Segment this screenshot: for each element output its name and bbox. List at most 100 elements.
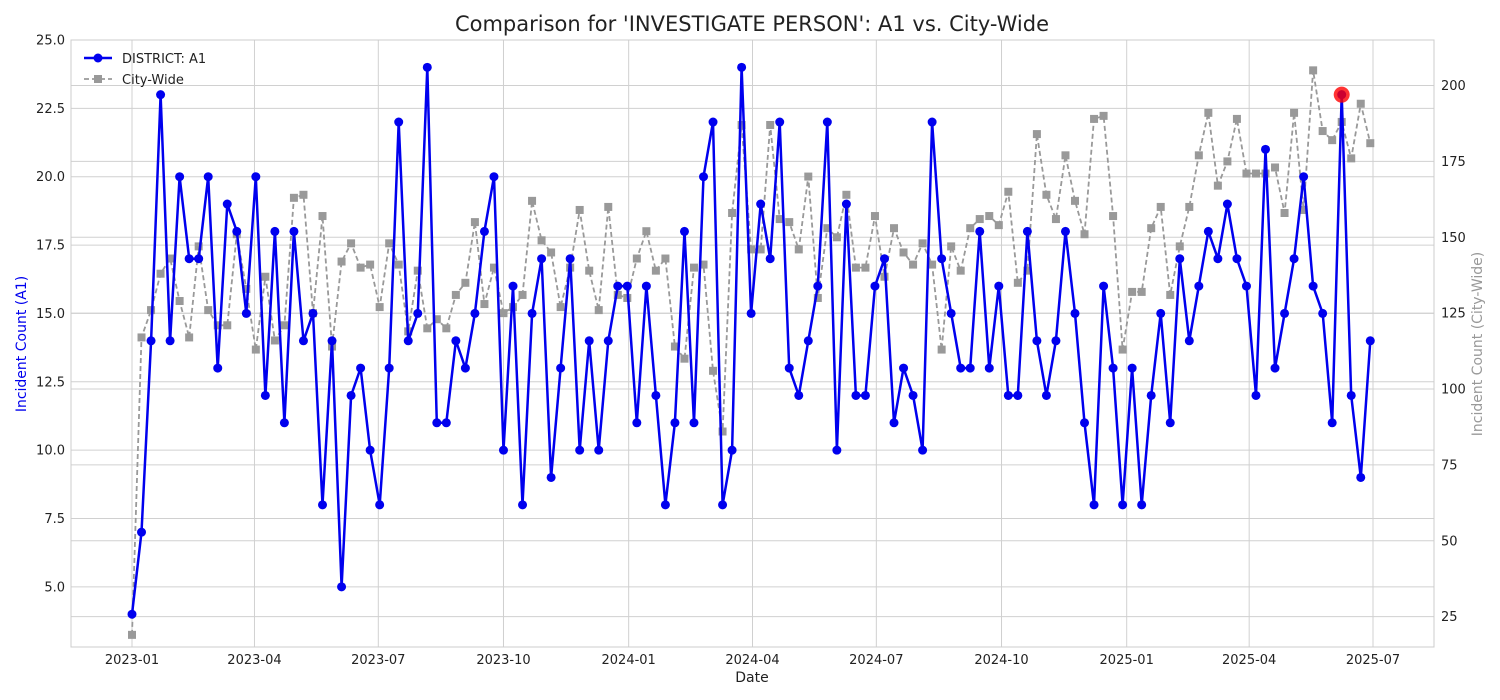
city-wide-point bbox=[766, 120, 775, 129]
x-tick-label: 2024-04 bbox=[725, 653, 779, 668]
district-a1-point bbox=[556, 363, 566, 373]
district-a1-point bbox=[1346, 390, 1356, 400]
left-y-tick-label: 7.5 bbox=[44, 512, 65, 527]
district-a1-point bbox=[1327, 418, 1337, 428]
district-a1-point bbox=[1308, 281, 1318, 291]
city-wide-point bbox=[813, 293, 822, 302]
x-tick-label: 2023-10 bbox=[476, 653, 530, 668]
district-a1-point bbox=[394, 117, 404, 127]
city-wide-point bbox=[718, 427, 727, 436]
city-wide-point bbox=[1280, 208, 1289, 217]
city-wide-point bbox=[347, 239, 356, 248]
district-a1-point bbox=[270, 226, 280, 236]
city-wide-point bbox=[1051, 215, 1060, 224]
x-tick-label: 2024-07 bbox=[849, 653, 903, 668]
district-a1-point bbox=[651, 390, 661, 400]
city-wide-point bbox=[1070, 196, 1079, 205]
city-wide-point bbox=[1128, 287, 1137, 296]
city-wide-point bbox=[128, 630, 136, 639]
city-wide-point bbox=[632, 254, 641, 263]
district-a1-point bbox=[375, 500, 385, 510]
district-a1-point bbox=[1146, 390, 1156, 400]
city-wide-point bbox=[299, 190, 308, 199]
district-a1-point bbox=[546, 472, 556, 482]
district-a1-point bbox=[537, 254, 547, 264]
district-a1-point bbox=[184, 254, 194, 264]
left-y-tick-label: 22.5 bbox=[36, 102, 65, 117]
district-a1-point bbox=[1022, 226, 1032, 236]
city-wide-point bbox=[318, 212, 327, 221]
city-wide-point bbox=[890, 224, 899, 233]
city-wide-point bbox=[804, 172, 813, 181]
district-a1-point bbox=[479, 226, 489, 236]
district-a1-point bbox=[575, 445, 585, 455]
district-a1-point bbox=[584, 336, 594, 346]
district-a1-point bbox=[1203, 226, 1213, 236]
right-y-tick-label: 125 bbox=[1441, 307, 1466, 322]
city-wide-point bbox=[1309, 66, 1318, 75]
city-wide-point bbox=[928, 260, 937, 269]
city-wide-point bbox=[547, 248, 556, 257]
district-a1-point bbox=[632, 418, 642, 428]
district-a1-point bbox=[984, 363, 994, 373]
district-a1-point bbox=[318, 500, 328, 510]
district-a1-point bbox=[384, 363, 394, 373]
x-tick-label: 2023-07 bbox=[351, 653, 405, 668]
district-a1-point bbox=[298, 336, 308, 346]
city-wide-point bbox=[918, 239, 927, 248]
city-wide-point bbox=[642, 227, 651, 236]
city-wide-point bbox=[575, 205, 584, 214]
x-axis-ticks: 2023-01 2023-04 2023-07 2023-10 2024-01 2024-… bbox=[105, 653, 1400, 668]
city-wide-point bbox=[1090, 114, 1099, 123]
left-y-tick-label: 20.0 bbox=[36, 170, 65, 185]
city-wide-point bbox=[1251, 169, 1260, 178]
left-y-tick-label: 12.5 bbox=[36, 375, 65, 390]
city-wide-point bbox=[1328, 136, 1337, 145]
district-a1-point bbox=[1099, 281, 1109, 291]
district-a1-point bbox=[403, 336, 413, 346]
city-wide-point bbox=[585, 266, 594, 275]
district-a1-point bbox=[1165, 418, 1175, 428]
city-wide-point bbox=[870, 212, 879, 221]
district-a1-point bbox=[879, 254, 889, 264]
district-a1-point bbox=[1222, 199, 1232, 209]
city-wide-point bbox=[651, 266, 660, 275]
city-wide-point bbox=[537, 236, 546, 245]
city-wide-point bbox=[470, 218, 479, 227]
left-y-axis-label: Incident Count (A1) bbox=[14, 276, 30, 412]
district-a1-point bbox=[1089, 500, 1099, 510]
district-a1-point bbox=[137, 527, 147, 537]
district-a1-point bbox=[746, 308, 756, 318]
city-wide-point bbox=[756, 245, 765, 254]
city-wide-point bbox=[289, 193, 298, 202]
district-a1-point bbox=[1261, 144, 1271, 154]
city-wide-point bbox=[251, 345, 260, 354]
x-tick-label: 2025-01 bbox=[1100, 653, 1154, 668]
city-wide-point bbox=[728, 208, 737, 217]
city-wide-point bbox=[1366, 139, 1375, 148]
district-a1-point bbox=[1194, 281, 1204, 291]
district-a1-point bbox=[289, 226, 299, 236]
district-a1-point bbox=[518, 500, 528, 510]
x-tick-label: 2025-07 bbox=[1346, 653, 1400, 668]
district-a1-point bbox=[765, 254, 775, 264]
district-a1-point bbox=[832, 445, 842, 455]
city-wide-point bbox=[223, 321, 232, 330]
plot-frame bbox=[70, 39, 1435, 648]
district-a1-point bbox=[308, 308, 318, 318]
district-a1-point bbox=[1356, 472, 1366, 482]
city-wide-point bbox=[213, 321, 222, 330]
left-y-tick-label: 15.0 bbox=[36, 307, 65, 322]
district-a1-point bbox=[718, 500, 728, 510]
city-wide-point bbox=[1061, 151, 1070, 160]
city-wide-point bbox=[1318, 127, 1327, 136]
legend-a1-marker bbox=[93, 53, 103, 63]
city-wide-point bbox=[1118, 345, 1127, 354]
district-a1-point bbox=[460, 363, 470, 373]
city-wide-point bbox=[1213, 181, 1222, 190]
district-a1-point bbox=[679, 226, 689, 236]
city-wide-point bbox=[661, 254, 670, 263]
city-wide-point bbox=[385, 239, 394, 248]
left-y-tick-label: 25.0 bbox=[36, 34, 65, 49]
district-a1-point bbox=[660, 500, 670, 510]
